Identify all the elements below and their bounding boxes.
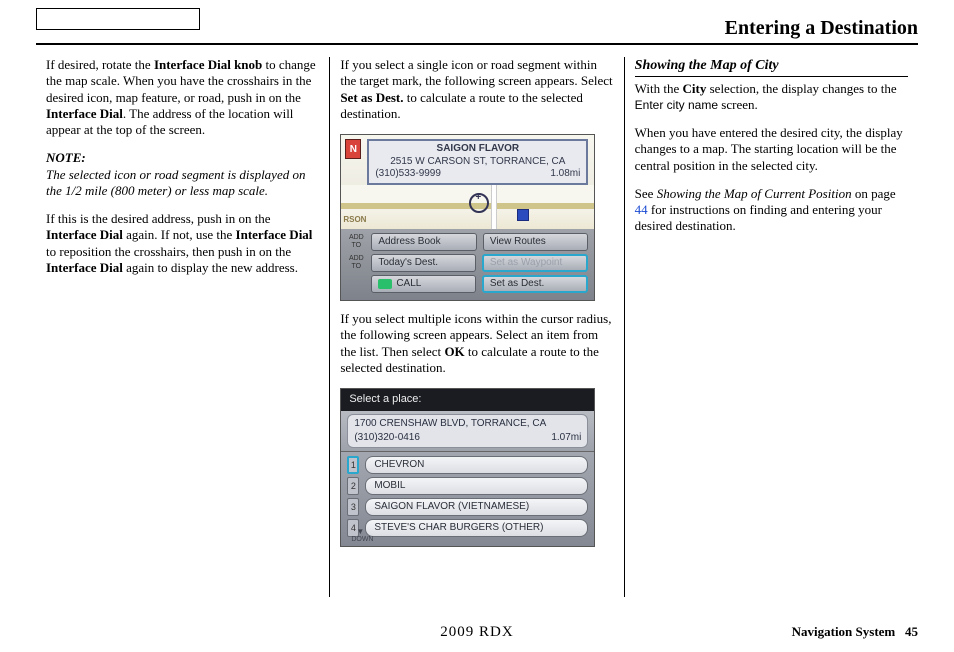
t: on page	[852, 186, 896, 201]
footer: 2009 RDX Navigation System 45	[0, 624, 954, 640]
t: See	[635, 186, 657, 201]
row: ADD TO Address Book View Routes	[347, 233, 588, 251]
item-text: MOBIL	[365, 477, 588, 495]
col1-p2: If this is the desired address, push in …	[46, 211, 319, 276]
place-phone: (310)320-0416	[354, 431, 420, 445]
set-as-waypoint-button[interactable]: Set as Waypoint	[482, 254, 589, 272]
t: Showing the Map of Current Position	[657, 186, 852, 201]
shot1-buttons: ADD TO Address Book View Routes ADD TO T…	[341, 229, 594, 300]
t: again to display the new address.	[123, 260, 298, 275]
column-1: If desired, rotate the Interface Dial kn…	[36, 57, 329, 597]
col1-p1: If desired, rotate the Interface Dial kn…	[46, 57, 319, 138]
phone-icon	[378, 279, 392, 289]
t: Interface Dial	[236, 227, 313, 242]
todays-dest-button[interactable]: Today's Dest.	[371, 254, 476, 272]
item-num: 1	[347, 456, 359, 474]
view-routes-button[interactable]: View Routes	[483, 233, 589, 251]
t: to reposition the crosshairs, then push …	[46, 244, 291, 259]
t: screen.	[718, 97, 758, 112]
t: With the	[635, 81, 683, 96]
place-addr: 2515 W CARSON ST, TORRANCE, CA	[375, 156, 580, 169]
shot2-info: 1700 CRENSHAW BLVD, TORRANCE, CA (310)32…	[341, 411, 594, 452]
col2-p1: If you select a single icon or road segm…	[340, 57, 613, 122]
t: selection, the display changes to the	[706, 81, 896, 96]
screenshot-1: N SAIGON FLAVOR 2515 W CARSON ST, TORRAN…	[340, 134, 595, 301]
t: Enter city name	[635, 98, 718, 112]
t: Interface Dial	[46, 260, 123, 275]
note-body: The selected icon or road segment is dis…	[46, 167, 305, 198]
t: If this is the desired address, push in …	[46, 211, 271, 226]
place-meta: (310)320-0416 1.07mi	[354, 431, 581, 445]
shot2-header: Select a place:	[341, 389, 594, 411]
col3-p2: When you have entered the desired city, …	[635, 125, 908, 174]
shot1-infobox: SAIGON FLAVOR 2515 W CARSON ST, TORRANCE…	[367, 139, 588, 185]
screenshot-2: Select a place: 1700 CRENSHAW BLVD, TORR…	[340, 388, 595, 547]
down-arrow-icon[interactable]: ▼DOWN	[351, 528, 369, 544]
place-dist: 1.08mi	[550, 168, 580, 181]
t: for instructions on finding and entering…	[635, 202, 882, 233]
call-button[interactable]: CALL	[371, 275, 476, 293]
place-dist: 1.07mi	[551, 431, 581, 445]
place-meta: (310)533-9999 1.08mi	[375, 168, 580, 181]
item-text: SAIGON FLAVOR (VIETNAMESE)	[365, 498, 588, 516]
map-roads: RSON	[341, 185, 594, 229]
header-blank-box	[36, 8, 200, 30]
shot2-info-inner: 1700 CRENSHAW BLVD, TORRANCE, CA (310)32…	[347, 414, 588, 448]
t: DOWN	[351, 536, 373, 543]
target-icon	[469, 193, 489, 213]
addto-label: ADD TO	[347, 255, 365, 271]
poi-icon	[517, 209, 529, 221]
t: City	[683, 81, 707, 96]
t: OK	[444, 344, 464, 359]
footer-right: Navigation System 45	[792, 624, 918, 640]
list-item[interactable]: 3 SAIGON FLAVOR (VIETNAMESE)	[347, 498, 588, 516]
t: Interface Dial	[46, 227, 123, 242]
address-book-button[interactable]: Address Book	[371, 233, 477, 251]
north-icon: N	[345, 139, 361, 159]
columns: If desired, rotate the Interface Dial kn…	[36, 57, 918, 597]
item-text: STEVE'S CHAR BURGERS (OTHER)	[365, 519, 588, 537]
page-number: 45	[905, 624, 918, 639]
road-h	[341, 203, 594, 209]
t: Interface Dial	[46, 106, 123, 121]
t: Set as Dest.	[340, 90, 403, 105]
place-name: SAIGON FLAVOR	[375, 143, 580, 156]
item-num: 3	[347, 498, 359, 516]
set-as-dest-button[interactable]: Set as Dest.	[482, 275, 589, 293]
t: Interface Dial knob	[154, 57, 262, 72]
col3-p1: With the City selection, the display cha…	[635, 81, 908, 114]
t: If you select a single icon or road segm…	[340, 57, 612, 88]
t: again. If not, use the	[123, 227, 236, 242]
item-num: 2	[347, 477, 359, 495]
col1-note: NOTE: The selected icon or road segment …	[46, 150, 319, 199]
column-3: Showing the Map of City With the City se…	[624, 57, 918, 597]
section-heading: Showing the Map of City	[635, 57, 908, 77]
shot1-map: N SAIGON FLAVOR 2515 W CARSON ST, TORRAN…	[341, 135, 594, 229]
row: ADD TO Today's Dest. Set as Waypoint	[347, 254, 588, 272]
t: CALL	[396, 278, 421, 291]
road-v	[491, 185, 497, 229]
col2-p2: If you select multiple icons within the …	[340, 311, 613, 376]
page-link[interactable]: 44	[635, 202, 648, 217]
t: If desired, rotate the	[46, 57, 154, 72]
shot2-list: 1 CHEVRON 2 MOBIL 3 SAIGON FLAVOR (VIETN…	[341, 452, 594, 546]
list-item[interactable]: 2 MOBIL	[347, 477, 588, 495]
note-head: NOTE:	[46, 150, 86, 165]
column-2: If you select a single icon or road segm…	[329, 57, 623, 597]
row: CALL Set as Dest.	[347, 275, 588, 293]
list-item[interactable]: 4 STEVE'S CHAR BURGERS (OTHER)	[347, 519, 588, 537]
footer-center: 2009 RDX	[440, 623, 513, 642]
footer-label: Navigation System	[792, 624, 896, 639]
place-addr: 1700 CRENSHAW BLVD, TORRANCE, CA	[354, 417, 581, 431]
street-label: RSON	[343, 215, 366, 225]
list-item[interactable]: 1 CHEVRON	[347, 456, 588, 474]
item-text: CHEVRON	[365, 456, 588, 474]
place-phone: (310)533-9999	[375, 168, 441, 181]
addto-label: ADD TO	[347, 234, 365, 250]
col3-p3: See Showing the Map of Current Position …	[635, 186, 908, 235]
